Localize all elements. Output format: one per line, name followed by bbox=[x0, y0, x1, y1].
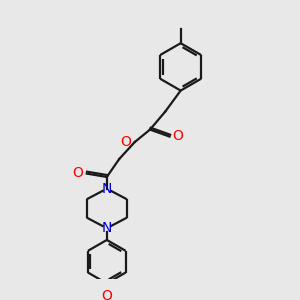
Text: O: O bbox=[172, 129, 183, 143]
Text: O: O bbox=[73, 166, 83, 180]
Text: O: O bbox=[121, 135, 131, 149]
Text: N: N bbox=[102, 221, 112, 235]
Text: N: N bbox=[102, 182, 112, 196]
Text: O: O bbox=[101, 289, 112, 300]
